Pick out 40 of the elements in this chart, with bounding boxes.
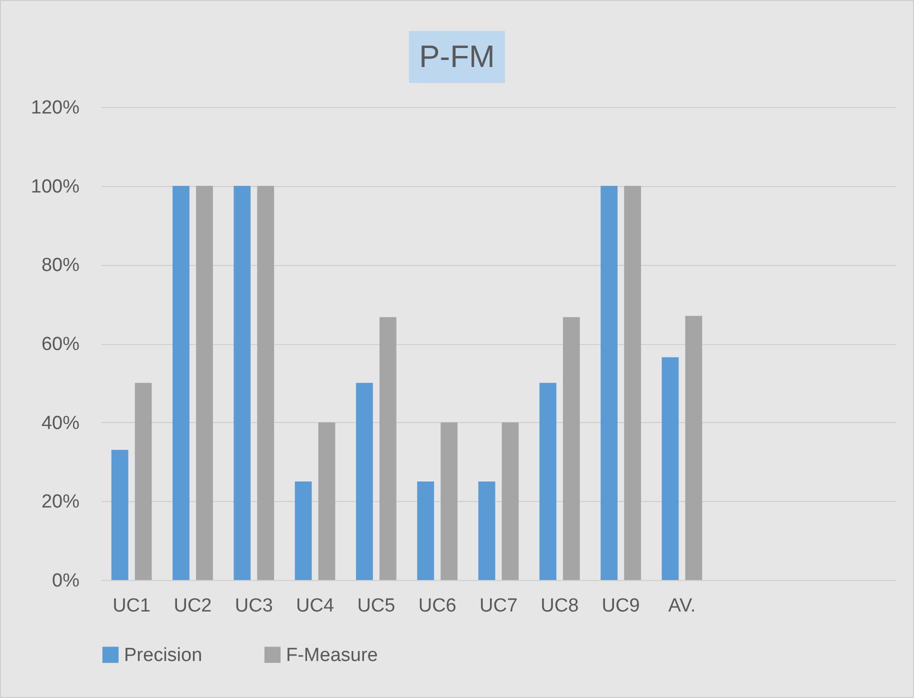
y-tick-label: 60%	[41, 334, 80, 355]
x-tick-label: AV.	[668, 596, 696, 616]
y-tick-label: 20%	[41, 492, 80, 513]
bar	[662, 357, 679, 580]
bar	[440, 422, 458, 580]
x-tick-label: UC9	[602, 596, 640, 616]
bar	[257, 186, 274, 580]
bar	[356, 382, 373, 580]
bar	[562, 317, 580, 580]
bar	[685, 316, 702, 580]
chart-title: P-FM	[409, 31, 505, 83]
x-tick-label: UC6	[418, 596, 456, 616]
x-tick-label: UC2	[174, 596, 212, 616]
y-tick-label: 40%	[41, 412, 80, 434]
bar	[379, 317, 396, 580]
x-tick-label: UC7	[479, 596, 518, 616]
y-tick-label: 100%	[30, 176, 80, 198]
y-tick-label: 0%	[52, 570, 80, 592]
bar	[318, 422, 336, 580]
bar	[539, 382, 556, 580]
legend-label: Precision	[124, 644, 202, 666]
bar	[196, 186, 213, 580]
x-tick-label: UC4	[296, 596, 334, 616]
bar	[234, 186, 251, 580]
bar	[600, 186, 618, 580]
bar	[478, 481, 496, 580]
x-tick-label: UC3	[234, 596, 273, 616]
x-tick-label: UC1	[112, 596, 151, 616]
bar	[111, 450, 128, 580]
legend-label: F-Measure	[286, 644, 378, 666]
bar	[502, 422, 519, 580]
y-tick-label: 80%	[41, 255, 80, 276]
x-tick-label: UC8	[540, 596, 579, 616]
x-tick-label: UC5	[357, 596, 396, 616]
bar	[417, 481, 434, 580]
y-tick-label: 120%	[30, 98, 80, 118]
bar	[134, 382, 152, 580]
bar	[172, 186, 190, 580]
bar	[624, 186, 641, 580]
bar	[294, 481, 312, 580]
